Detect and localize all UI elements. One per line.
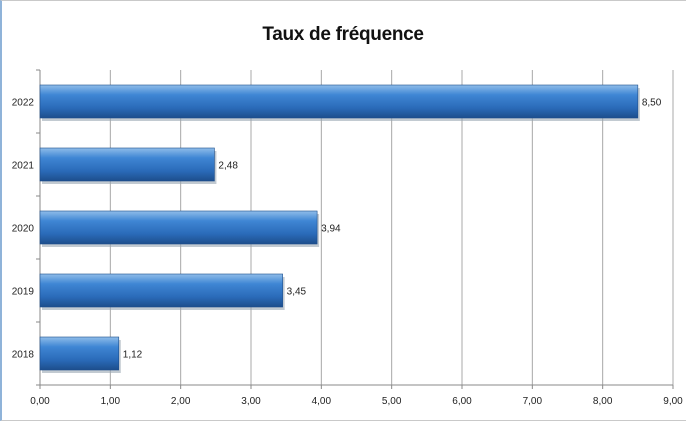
- y-tick-label: 2018: [12, 350, 35, 361]
- x-tick-label: 4,00: [312, 396, 332, 407]
- data-label: 3,94: [321, 224, 341, 235]
- x-tick-label: 0,00: [30, 396, 50, 407]
- y-tick-label: 2021: [12, 161, 35, 172]
- bar-2020: [39, 210, 318, 245]
- x-tick-label: 5,00: [382, 396, 402, 407]
- bar-2022: [39, 84, 639, 119]
- bar-2018: [39, 336, 120, 371]
- x-tick-label: 1,00: [101, 396, 121, 407]
- bar-2021: [39, 147, 215, 182]
- x-tick-label: 9,00: [663, 396, 683, 407]
- chart-title: Taux de fréquence: [262, 24, 424, 45]
- data-label: 8,50: [642, 98, 662, 109]
- x-tick-label: 6,00: [452, 396, 472, 407]
- bar-2019: [39, 273, 283, 308]
- x-tick-label: 8,00: [593, 396, 613, 407]
- y-tick-label: 2019: [12, 287, 35, 298]
- x-tick-label: 2,00: [171, 396, 191, 407]
- y-tick-label: 2020: [12, 224, 35, 235]
- y-tick-label: 2022: [12, 98, 35, 109]
- data-label: 3,45: [287, 287, 307, 298]
- data-label: 2,48: [218, 161, 238, 172]
- x-tick-label: 3,00: [241, 396, 261, 407]
- x-tick-label: 7,00: [523, 396, 543, 407]
- data-label: 1,12: [123, 350, 143, 361]
